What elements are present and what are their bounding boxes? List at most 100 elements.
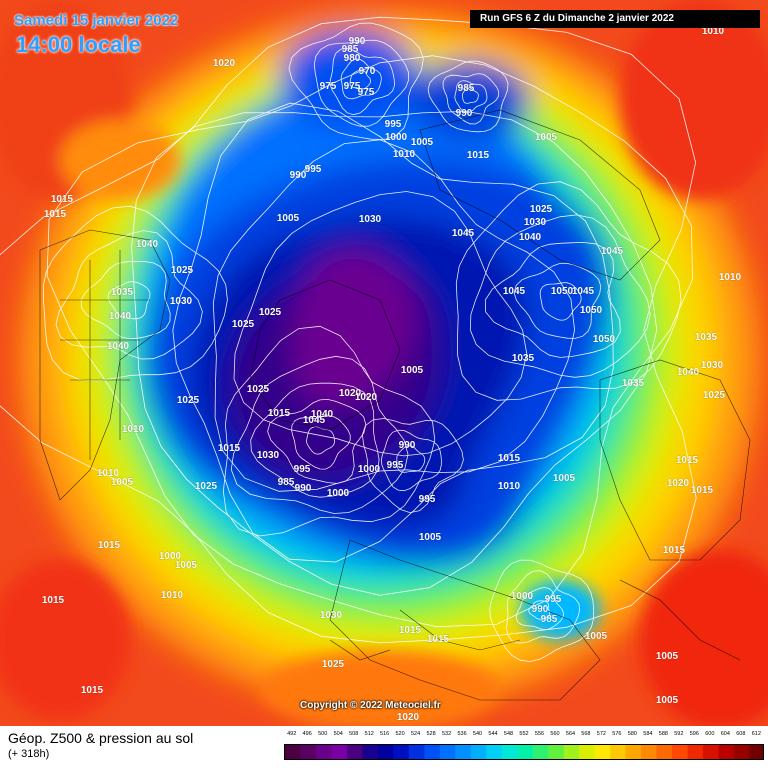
forecast-time: 14:00 locale <box>16 32 141 57</box>
pressure-label: 1015 <box>663 545 686 556</box>
pressure-label: 985 <box>342 44 359 55</box>
pressure-label: 1030 <box>257 450 280 461</box>
isobar <box>515 587 565 631</box>
pressure-label: 990 <box>532 604 549 615</box>
scale-tick: 544 <box>488 731 498 737</box>
pressure-label: 1015 <box>44 209 67 220</box>
pressure-label: 995 <box>545 594 562 605</box>
scale-swatch <box>656 745 673 759</box>
pressure-label: 1035 <box>111 287 134 298</box>
pressure-label: 1010 <box>719 272 742 283</box>
coastline <box>619 579 741 661</box>
pressure-label: 1040 <box>677 367 700 378</box>
isobar <box>349 69 371 90</box>
pressure-label: 1035 <box>512 353 535 364</box>
pressure-label: 985 <box>278 477 295 488</box>
pressure-label: 1010 <box>161 590 184 601</box>
scale-tick: 600 <box>705 731 715 737</box>
isobar <box>46 55 693 628</box>
pressure-label: 1010 <box>702 26 725 37</box>
isobar <box>513 262 602 339</box>
scale-tick: 496 <box>302 731 312 737</box>
pressure-label: 975 <box>344 81 361 92</box>
isobar <box>454 80 488 114</box>
map-title: Géop. Z500 & pression au sol <box>8 730 194 746</box>
scale-tick: 492 <box>287 731 297 737</box>
pressure-label: 1005 <box>656 695 679 706</box>
isobar <box>528 600 550 620</box>
pressure-label: 1045 <box>601 246 624 257</box>
pressure-label: 1020 <box>667 478 690 489</box>
pressure-label: 990 <box>290 170 307 181</box>
pressure-label: 1010 <box>97 468 120 479</box>
pressure-label: 1010 <box>498 481 521 492</box>
pressure-label: 975 <box>320 81 337 92</box>
isobar <box>250 382 380 498</box>
color-scale-bar <box>284 744 764 760</box>
pressure-label: 1005 <box>535 132 558 143</box>
pressure-label: 1045 <box>452 228 475 239</box>
scale-tick: 564 <box>565 731 576 737</box>
pressure-label: 1015 <box>218 443 241 454</box>
isobar <box>212 139 576 492</box>
scale-tick: 504 <box>333 731 343 737</box>
pressure-label: 1015 <box>42 595 65 606</box>
scale-swatch <box>703 745 720 759</box>
scale-tick-labels: 492 496 500 504 508 512 516 520 524 528 532 536 540 5… <box>284 731 766 743</box>
pressure-label: 1030 <box>170 296 193 307</box>
pressure-label: 1040 <box>519 232 542 243</box>
coastline <box>329 609 521 661</box>
scale-tick: 552 <box>519 731 529 737</box>
scale-tick: 592 <box>674 731 684 737</box>
scale-swatch <box>501 745 518 759</box>
scale-swatch <box>672 745 689 759</box>
isobar <box>361 418 464 514</box>
isobar <box>380 429 442 492</box>
scale-swatch <box>563 745 580 759</box>
scale-tick: 508 <box>349 731 359 737</box>
scale-tick: 580 <box>627 731 637 737</box>
pressure-label: 1010 <box>393 149 416 160</box>
scale-tick: 568 <box>581 731 591 737</box>
pressure-label: 1030 <box>359 214 382 225</box>
isobar <box>222 325 436 537</box>
pressure-label: 1010 <box>122 424 145 435</box>
isobar <box>484 241 621 358</box>
pressure-label: 1040 <box>107 341 130 352</box>
scale-swatch <box>424 745 441 759</box>
isobar <box>340 58 382 100</box>
isobar <box>396 445 426 473</box>
scale-swatch <box>532 745 549 759</box>
isobar <box>469 214 651 378</box>
isobar <box>455 181 682 401</box>
pressure-label: 1015 <box>427 634 450 645</box>
pressure-label: 1015 <box>81 685 104 696</box>
pressure-label: 1000 <box>358 464 381 475</box>
pressure-label: 1035 <box>695 332 718 343</box>
pressure-label: 1025 <box>322 659 345 670</box>
scale-tick: 604 <box>720 731 730 737</box>
scale-swatch <box>408 745 425 759</box>
scale-tick: 588 <box>658 731 668 737</box>
scale-swatch <box>734 745 751 759</box>
coastline <box>60 250 150 460</box>
weather-map: 1020 990 985 980 970 975 975 975 985 990 995 1000 10… <box>0 0 768 726</box>
pressure-label: 995 <box>387 460 404 471</box>
scale-tick: 576 <box>612 731 622 737</box>
isobar <box>0 16 697 644</box>
pressure-label: 1015 <box>498 453 521 464</box>
pressure-label: 1050 <box>593 334 616 345</box>
pressure-label: 1015 <box>268 408 291 419</box>
scale-swatch <box>517 745 534 759</box>
pressure-label: 1025 <box>530 204 553 215</box>
isobar <box>462 87 479 104</box>
scale-swatch <box>439 745 456 759</box>
scale-tick: 560 <box>550 731 560 737</box>
pressure-label: 1000 <box>385 132 408 143</box>
scale-swatch <box>362 745 379 759</box>
pressure-label: 995 <box>419 494 436 505</box>
pressure-label: 975 <box>358 87 375 98</box>
scale-tick: 612 <box>751 731 761 737</box>
pressure-label: 1030 <box>320 610 343 621</box>
